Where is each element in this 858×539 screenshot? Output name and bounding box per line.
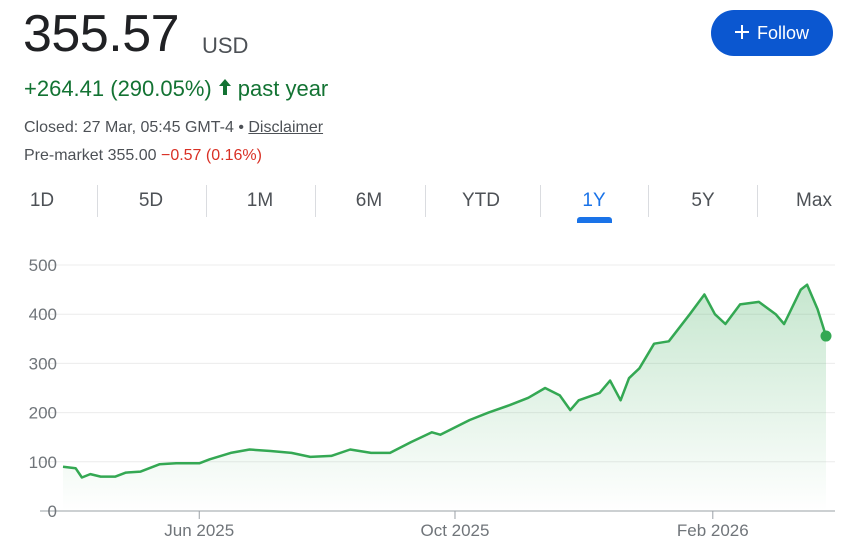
price-area-fill: [63, 284, 826, 511]
divider: [540, 185, 541, 217]
active-tab-indicator: [577, 217, 612, 223]
tab-1d[interactable]: 1D: [29, 190, 55, 211]
tab-1m[interactable]: 1M: [246, 190, 274, 211]
change-period: past year: [237, 76, 329, 101]
divider: [315, 185, 316, 217]
divider: [206, 185, 207, 217]
last-price-dot: [820, 330, 832, 342]
current-price: 355.57: [23, 5, 180, 63]
x-tick-label: Feb 2026: [677, 521, 749, 539]
y-tick-label: 400: [29, 305, 57, 324]
closed-info: Closed: 27 Mar, 05:45 GMT-4 • Disclaimer: [24, 119, 323, 137]
plus-icon: [734, 23, 749, 44]
divider: [425, 185, 426, 217]
price-line: [62, 283, 828, 479]
tab-5d[interactable]: 5D: [138, 190, 164, 211]
premarket-change: −0.57 (0.16%): [160, 147, 262, 164]
change-value: +264.41 (290.05%): [24, 76, 212, 101]
follow-button[interactable]: Follow: [711, 10, 833, 56]
closed-text: Closed: 27 Mar, 05:45 GMT-4 •: [24, 119, 244, 136]
x-tick-label: Jun 2025: [164, 521, 234, 539]
premarket-label: Pre-market 355.00: [24, 147, 157, 164]
divider: [757, 185, 758, 217]
y-tick-label: 200: [29, 404, 57, 423]
y-tick-label: 0: [48, 502, 57, 521]
y-tick-label: 300: [29, 354, 57, 373]
tab-1y[interactable]: 1Y: [582, 190, 606, 211]
price-change: +264.41 (290.05%) past year: [24, 76, 328, 102]
tab-6m[interactable]: 6M: [355, 190, 383, 211]
premarket-info: Pre-market 355.00 −0.57 (0.16%): [24, 147, 262, 165]
price-chart[interactable]: 0 100 200 300 400 500 Jun 2025 Oct 2025 Feb 2026: [0, 240, 858, 539]
tab-ytd[interactable]: YTD: [462, 190, 500, 211]
tab-5y[interactable]: 5Y: [691, 190, 715, 211]
y-tick-label: 500: [29, 256, 57, 275]
tab-max[interactable]: Max: [796, 190, 832, 211]
divider: [648, 185, 649, 217]
disclaimer-link[interactable]: Disclaimer: [248, 119, 324, 136]
arrow-up-icon: [218, 76, 232, 102]
currency: USD: [202, 33, 249, 58]
follow-label: Follow: [756, 22, 809, 43]
y-tick-label: 100: [29, 453, 57, 472]
divider: [97, 185, 98, 217]
x-tick-label: Oct 2025: [420, 521, 489, 539]
